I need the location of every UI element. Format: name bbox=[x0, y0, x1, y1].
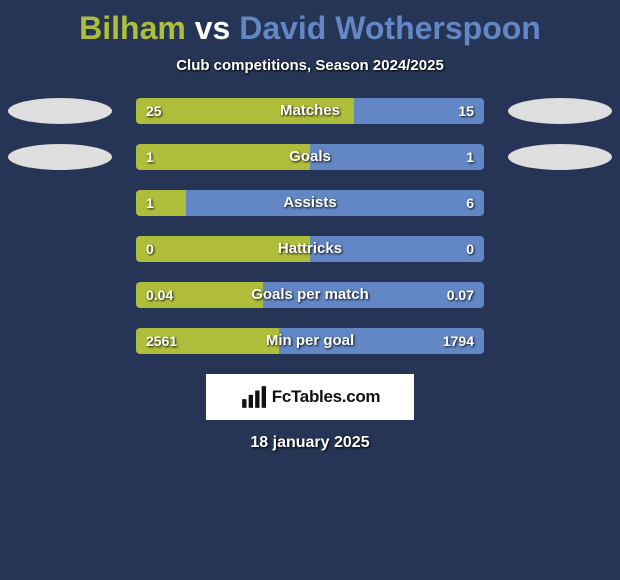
stat-label: Hattricks bbox=[136, 236, 484, 262]
stat-label: Goals per match bbox=[136, 282, 484, 308]
logo-bar-icon bbox=[240, 384, 266, 410]
stat-row: 16Assists bbox=[0, 190, 620, 218]
team-oval-left bbox=[8, 98, 112, 124]
page-title: Bilham vs David Wotherspoon bbox=[0, 10, 620, 47]
stat-rows: 2515Matches 11Goals 16Assists 00Hattricks 0.… bbox=[0, 98, 620, 356]
logo-text: FcTables.com bbox=[272, 387, 381, 407]
team-oval-right bbox=[508, 144, 612, 170]
stat-row: 0.040.07Goals per match bbox=[0, 282, 620, 310]
stat-label: Matches bbox=[136, 98, 484, 124]
stat-row: 11Goals bbox=[0, 144, 620, 172]
stat-row: 00Hattricks bbox=[0, 236, 620, 264]
stat-label: Min per goal bbox=[136, 328, 484, 354]
stat-label: Assists bbox=[136, 190, 484, 216]
stat-row: 2515Matches bbox=[0, 98, 620, 126]
vs-text: vs bbox=[195, 10, 231, 46]
subtitle: Club competitions, Season 2024/2025 bbox=[0, 57, 620, 74]
team-oval-right bbox=[508, 98, 612, 124]
date-text: 18 january 2025 bbox=[0, 434, 620, 452]
stat-label: Goals bbox=[136, 144, 484, 170]
team-oval-left bbox=[8, 144, 112, 170]
player-left-name: Bilham bbox=[79, 10, 186, 46]
logo-box[interactable]: FcTables.com bbox=[206, 374, 414, 420]
comparison-card: Bilham vs David Wotherspoon Club competi… bbox=[0, 0, 620, 580]
player-right-name: David Wotherspoon bbox=[239, 10, 541, 46]
stat-row: 25611794Min per goal bbox=[0, 328, 620, 356]
